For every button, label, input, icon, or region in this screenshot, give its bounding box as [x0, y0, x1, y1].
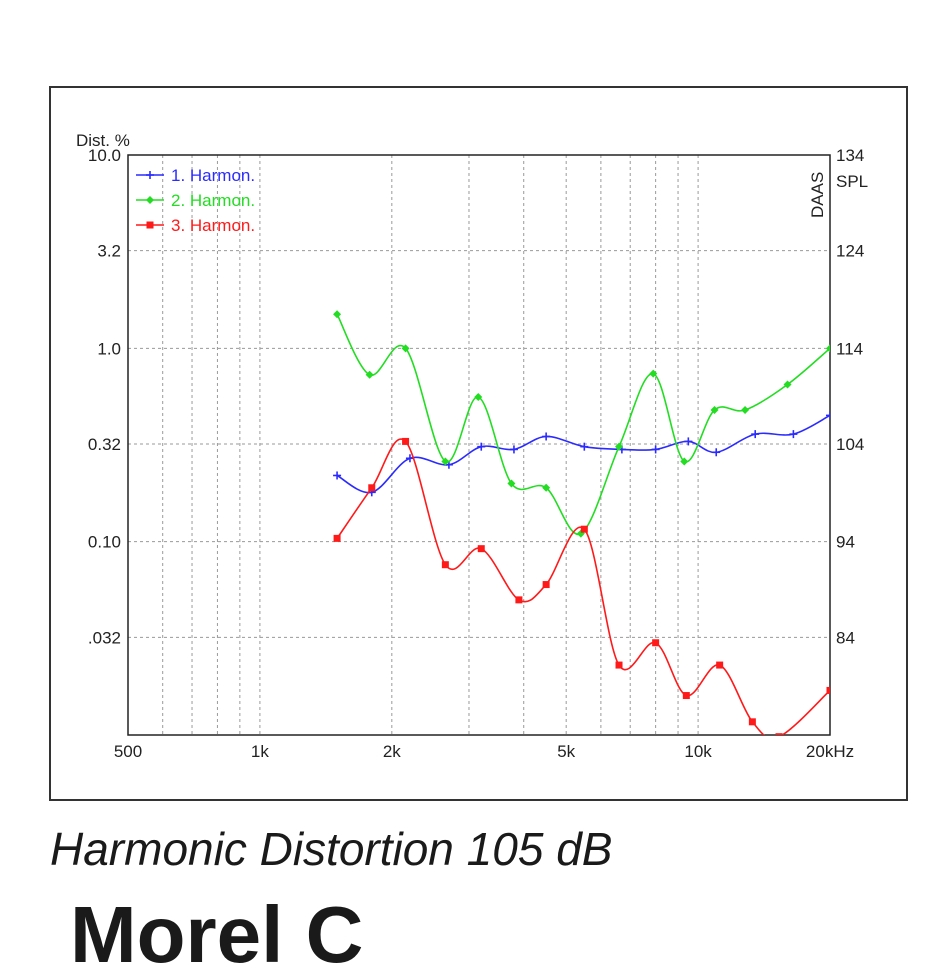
series-2-point — [365, 370, 374, 379]
y2-tick-label: 134 — [836, 146, 864, 165]
axis-layer: 500 1k 2k 5k 10k 20kHz 10.0 3.2 1.0 0.32 0.10 .032 1… — [76, 131, 868, 761]
x-tick-label: 5k — [557, 742, 575, 761]
series-layer — [333, 310, 830, 735]
series-3-point — [826, 686, 830, 694]
x-tick-label: 10k — [684, 742, 712, 761]
y2-tick-label: 124 — [836, 242, 864, 261]
series-2-line — [336, 313, 830, 535]
series-1-point — [405, 454, 414, 463]
series-2-point — [507, 479, 516, 488]
series-2-point — [710, 405, 719, 414]
y-tick-label: 10.0 — [88, 146, 121, 165]
x-tick-label: 1k — [251, 742, 269, 761]
series-1-point — [333, 471, 342, 480]
series-2-point — [333, 310, 342, 319]
series-3-point — [333, 534, 341, 542]
y-tick-label: 3.2 — [97, 242, 121, 261]
series-1-line — [336, 414, 830, 494]
y-tick-label: .032 — [88, 628, 121, 647]
x-tick-label: 500 — [114, 742, 142, 761]
legend-label: 3. Harmon. — [171, 216, 255, 235]
series-1-point — [684, 437, 693, 446]
chart-caption: Harmonic Distortion 105 dB — [50, 823, 613, 875]
series-3-point — [615, 661, 623, 669]
series-1-point — [751, 430, 760, 439]
series-1-point — [789, 430, 798, 439]
series-2-point — [680, 457, 689, 466]
series-1-point — [826, 411, 830, 420]
series-3-point — [477, 545, 485, 553]
series-2 — [333, 310, 830, 538]
legend-entry-3: 3. Harmon. — [136, 216, 255, 235]
series-1-point — [509, 445, 518, 454]
series-1-point — [542, 432, 551, 441]
y2-tick-label: 84 — [836, 628, 855, 647]
legend-marker — [146, 171, 154, 179]
y2-tick-label: 104 — [836, 435, 864, 454]
series-3-point — [775, 733, 783, 735]
series-3-point — [682, 692, 690, 700]
x-tick-label: 2k — [383, 742, 401, 761]
series-2-point — [441, 457, 450, 466]
legend: 1. Harmon. 2. Harmon. 3. Harmon. — [136, 166, 255, 235]
y-tick-label: 0.10 — [88, 533, 121, 552]
series-1-point — [712, 448, 721, 457]
series-2-point — [615, 442, 624, 451]
series-1-point — [651, 445, 660, 454]
series-3-point — [748, 718, 756, 726]
legend-label: 1. Harmon. — [171, 166, 255, 185]
y2-tick-label: 114 — [836, 339, 863, 358]
series-1-point — [580, 442, 589, 451]
series-3-point — [580, 525, 588, 533]
grid-layer — [127, 154, 831, 735]
plot-border — [127, 154, 831, 736]
daas-watermark: DAAS — [808, 172, 827, 218]
y-axis-title: Dist. % — [76, 131, 130, 150]
y2-axis-title: SPL — [836, 172, 868, 191]
y2-tick-label: 94 — [836, 533, 855, 552]
next-section-heading: Morel C — [70, 890, 364, 979]
series-2-point — [741, 405, 750, 414]
legend-entry-2: 2. Harmon. — [136, 191, 255, 210]
series-3-point — [515, 596, 523, 604]
legend-label: 2. Harmon. — [171, 191, 255, 210]
series-3-point — [402, 437, 410, 445]
legend-marker — [146, 221, 154, 229]
series-2-point — [826, 344, 830, 353]
chart-frame: 500 1k 2k 5k 10k 20kHz 10.0 3.2 1.0 0.32 0.10 .032 1… — [49, 86, 908, 801]
series-2-point — [576, 529, 585, 538]
series-3-point — [542, 581, 550, 589]
x-tick-label: 20kHz — [806, 742, 854, 761]
series-3-line — [336, 438, 830, 735]
y-tick-label: 0.32 — [88, 435, 121, 454]
series-3-point — [652, 639, 660, 647]
legend-entry-1: 1. Harmon. — [136, 166, 255, 185]
series-3-point — [368, 484, 376, 492]
distortion-chart: 500 1k 2k 5k 10k 20kHz 10.0 3.2 1.0 0.32 0.10 .032 1… — [76, 131, 868, 761]
legend-marker — [146, 196, 154, 204]
series-3-point — [716, 661, 724, 669]
series-1-point — [477, 442, 486, 451]
series-2-point — [542, 483, 551, 492]
series-3-point — [441, 561, 449, 569]
series-2-point — [401, 344, 410, 353]
series-3 — [333, 437, 830, 735]
series-2-point — [474, 393, 483, 402]
series-2-point — [783, 380, 792, 389]
series-2-point — [649, 369, 658, 378]
y-tick-label: 1.0 — [97, 339, 121, 358]
series-1 — [333, 411, 830, 497]
